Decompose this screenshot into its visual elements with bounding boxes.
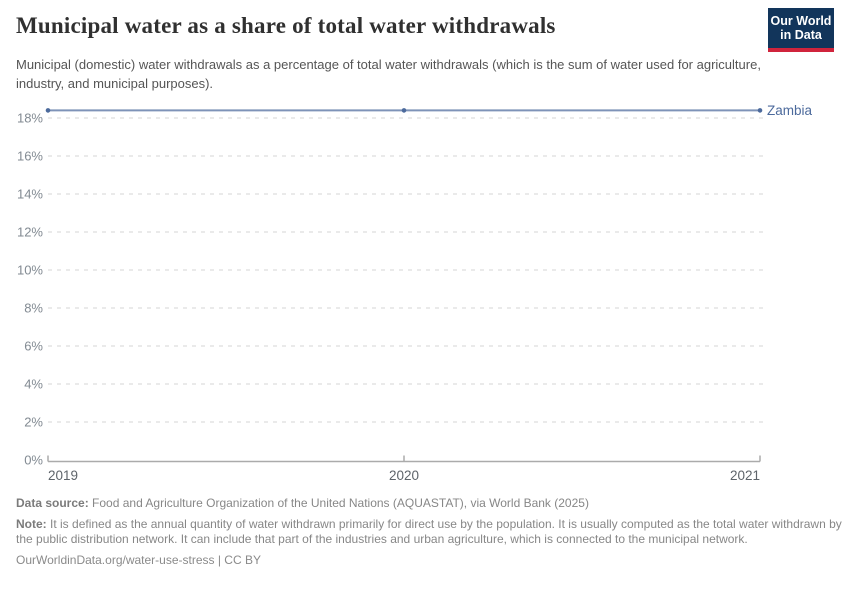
owid-logo: Our World in Data: [768, 8, 834, 52]
owid-logo-line1: Our World: [770, 14, 832, 28]
note-label: Note:: [16, 517, 47, 531]
y-axis-tick-label: 18%: [17, 111, 43, 126]
y-axis-tick-label: 8%: [24, 301, 43, 316]
note-line: Note: It is defined as the annual quanti…: [16, 517, 842, 547]
y-axis-tick-label: 6%: [24, 339, 43, 354]
y-axis-tick-label: 16%: [17, 149, 43, 164]
y-axis-tick-label: 4%: [24, 377, 43, 392]
owid-logo-line2: in Data: [780, 28, 822, 42]
series-entity-label: Zambia: [767, 103, 813, 118]
x-axis-tick-label: 2019: [48, 468, 78, 483]
data-point-marker: [45, 108, 51, 113]
y-axis-tick-label: 12%: [17, 225, 43, 240]
y-axis-tick-label: 2%: [24, 415, 43, 430]
note-text: It is defined as the annual quantity of …: [16, 517, 842, 546]
data-source-text: Food and Agriculture Organization of the…: [92, 496, 589, 510]
y-axis-tick-label: 14%: [17, 187, 43, 202]
data-point-marker: [757, 108, 763, 113]
y-axis-tick-label: 0%: [24, 453, 43, 468]
x-axis-tick-label: 2021: [730, 468, 760, 483]
chart-footer: Data source: Food and Agriculture Organi…: [16, 496, 842, 574]
chart-subtitle: Municipal (domestic) water withdrawals a…: [16, 57, 761, 91]
footer-link[interactable]: OurWorldinData.org/water-use-stress | CC…: [16, 553, 261, 567]
data-source-label: Data source:: [16, 496, 89, 510]
page-title: Municipal water as a share of total wate…: [16, 13, 556, 38]
data-source-line: Data source: Food and Agriculture Organi…: [16, 496, 842, 511]
x-axis-tick-label: 2020: [389, 468, 419, 483]
y-axis-tick-label: 10%: [17, 263, 43, 278]
data-point-marker: [401, 108, 407, 113]
